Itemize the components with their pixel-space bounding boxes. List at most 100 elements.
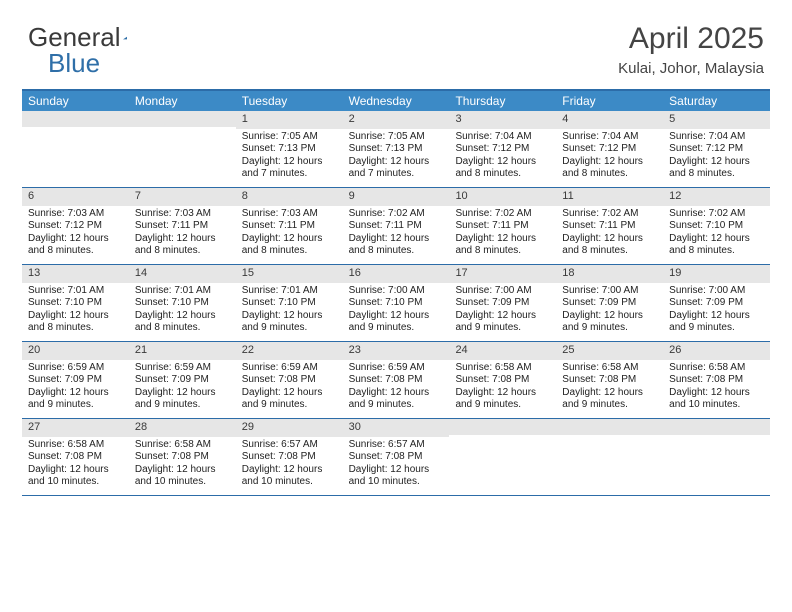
day-number: 6	[22, 188, 129, 206]
day-number: 25	[556, 342, 663, 360]
sunset-line: Sunset: 7:08 PM	[562, 374, 657, 387]
sunrise-line: Sunrise: 6:59 AM	[135, 362, 230, 375]
day-number: 12	[663, 188, 770, 206]
daylight-line: Daylight: 12 hours and 8 minutes.	[28, 233, 123, 258]
sunset-line: Sunset: 7:08 PM	[28, 451, 123, 464]
sunset-line: Sunset: 7:10 PM	[28, 297, 123, 310]
day-body: Sunrise: 6:58 AMSunset: 7:08 PMDaylight:…	[129, 437, 236, 493]
day-number: 14	[129, 265, 236, 283]
day-cell: 1Sunrise: 7:05 AMSunset: 7:13 PMDaylight…	[236, 111, 343, 187]
day-body: Sunrise: 7:01 AMSunset: 7:10 PMDaylight:…	[236, 283, 343, 339]
day-body: Sunrise: 6:58 AMSunset: 7:08 PMDaylight:…	[449, 360, 556, 416]
day-number: 9	[343, 188, 450, 206]
sunrise-line: Sunrise: 6:59 AM	[349, 362, 444, 375]
daylight-line: Daylight: 12 hours and 8 minutes.	[562, 156, 657, 181]
daylight-line: Daylight: 12 hours and 8 minutes.	[455, 233, 550, 258]
daylight-line: Daylight: 12 hours and 10 minutes.	[242, 464, 337, 489]
dow-cell: Thursday	[449, 91, 556, 111]
dow-cell: Sunday	[22, 91, 129, 111]
day-number	[556, 419, 663, 435]
sunset-line: Sunset: 7:09 PM	[562, 297, 657, 310]
daylight-line: Daylight: 12 hours and 8 minutes.	[28, 310, 123, 335]
sunset-line: Sunset: 7:09 PM	[135, 374, 230, 387]
day-body: Sunrise: 6:59 AMSunset: 7:09 PMDaylight:…	[129, 360, 236, 416]
day-cell: 26Sunrise: 6:58 AMSunset: 7:08 PMDayligh…	[663, 342, 770, 418]
day-number: 20	[22, 342, 129, 360]
logo-triangle-icon	[123, 28, 128, 48]
day-cell: 29Sunrise: 6:57 AMSunset: 7:08 PMDayligh…	[236, 419, 343, 495]
day-body: Sunrise: 7:04 AMSunset: 7:12 PMDaylight:…	[663, 129, 770, 185]
day-cell: 3Sunrise: 7:04 AMSunset: 7:12 PMDaylight…	[449, 111, 556, 187]
sunrise-line: Sunrise: 6:58 AM	[669, 362, 764, 375]
daylight-line: Daylight: 12 hours and 9 minutes.	[562, 387, 657, 412]
day-number: 4	[556, 111, 663, 129]
day-body: Sunrise: 6:58 AMSunset: 7:08 PMDaylight:…	[22, 437, 129, 493]
daylight-line: Daylight: 12 hours and 7 minutes.	[349, 156, 444, 181]
day-cell: 15Sunrise: 7:01 AMSunset: 7:10 PMDayligh…	[236, 265, 343, 341]
day-cell: 13Sunrise: 7:01 AMSunset: 7:10 PMDayligh…	[22, 265, 129, 341]
daylight-line: Daylight: 12 hours and 9 minutes.	[349, 310, 444, 335]
location-text: Kulai, Johor, Malaysia	[618, 60, 764, 77]
day-cell: 28Sunrise: 6:58 AMSunset: 7:08 PMDayligh…	[129, 419, 236, 495]
day-body: Sunrise: 7:05 AMSunset: 7:13 PMDaylight:…	[343, 129, 450, 185]
day-number	[663, 419, 770, 435]
day-number: 29	[236, 419, 343, 437]
day-number: 7	[129, 188, 236, 206]
dow-cell: Wednesday	[343, 91, 450, 111]
daylight-line: Daylight: 12 hours and 9 minutes.	[562, 310, 657, 335]
day-body: Sunrise: 7:01 AMSunset: 7:10 PMDaylight:…	[22, 283, 129, 339]
sunset-line: Sunset: 7:09 PM	[455, 297, 550, 310]
day-body: Sunrise: 6:59 AMSunset: 7:08 PMDaylight:…	[236, 360, 343, 416]
sunrise-line: Sunrise: 7:04 AM	[455, 131, 550, 144]
day-cell: 4Sunrise: 7:04 AMSunset: 7:12 PMDaylight…	[556, 111, 663, 187]
sunrise-line: Sunrise: 7:03 AM	[135, 208, 230, 221]
day-number	[22, 111, 129, 127]
day-cell: 24Sunrise: 6:58 AMSunset: 7:08 PMDayligh…	[449, 342, 556, 418]
day-number	[129, 111, 236, 127]
daylight-line: Daylight: 12 hours and 9 minutes.	[135, 387, 230, 412]
sunset-line: Sunset: 7:08 PM	[455, 374, 550, 387]
sunrise-line: Sunrise: 7:04 AM	[562, 131, 657, 144]
sunset-line: Sunset: 7:13 PM	[242, 143, 337, 156]
daylight-line: Daylight: 12 hours and 9 minutes.	[455, 387, 550, 412]
dow-cell: Friday	[556, 91, 663, 111]
sunset-line: Sunset: 7:10 PM	[135, 297, 230, 310]
sunrise-line: Sunrise: 7:05 AM	[349, 131, 444, 144]
header: General April 2025 Kulai, Johor, Malaysi…	[0, 0, 792, 85]
sunset-line: Sunset: 7:08 PM	[349, 374, 444, 387]
daylight-line: Daylight: 12 hours and 8 minutes.	[455, 156, 550, 181]
day-cell: 23Sunrise: 6:59 AMSunset: 7:08 PMDayligh…	[343, 342, 450, 418]
day-number: 3	[449, 111, 556, 129]
sunset-line: Sunset: 7:10 PM	[242, 297, 337, 310]
day-number: 8	[236, 188, 343, 206]
day-cell: 16Sunrise: 7:00 AMSunset: 7:10 PMDayligh…	[343, 265, 450, 341]
sunset-line: Sunset: 7:08 PM	[349, 451, 444, 464]
day-number: 1	[236, 111, 343, 129]
sunrise-line: Sunrise: 7:02 AM	[669, 208, 764, 221]
daylight-line: Daylight: 12 hours and 9 minutes.	[28, 387, 123, 412]
day-body: Sunrise: 7:04 AMSunset: 7:12 PMDaylight:…	[449, 129, 556, 185]
sunset-line: Sunset: 7:11 PM	[242, 220, 337, 233]
day-body: Sunrise: 7:03 AMSunset: 7:11 PMDaylight:…	[129, 206, 236, 262]
day-body: Sunrise: 6:57 AMSunset: 7:08 PMDaylight:…	[343, 437, 450, 493]
sunset-line: Sunset: 7:12 PM	[669, 143, 764, 156]
day-number: 2	[343, 111, 450, 129]
sunrise-line: Sunrise: 6:59 AM	[242, 362, 337, 375]
day-number	[449, 419, 556, 435]
calendar: SundayMondayTuesdayWednesdayThursdayFrid…	[22, 89, 770, 496]
sunset-line: Sunset: 7:08 PM	[135, 451, 230, 464]
daylight-line: Daylight: 12 hours and 9 minutes.	[242, 310, 337, 335]
day-body: Sunrise: 6:58 AMSunset: 7:08 PMDaylight:…	[556, 360, 663, 416]
sunrise-line: Sunrise: 6:58 AM	[455, 362, 550, 375]
sunrise-line: Sunrise: 7:03 AM	[242, 208, 337, 221]
sunrise-line: Sunrise: 7:00 AM	[669, 285, 764, 298]
day-cell	[663, 419, 770, 495]
day-cell: 12Sunrise: 7:02 AMSunset: 7:10 PMDayligh…	[663, 188, 770, 264]
week-row: 27Sunrise: 6:58 AMSunset: 7:08 PMDayligh…	[22, 419, 770, 496]
daylight-line: Daylight: 12 hours and 9 minutes.	[242, 387, 337, 412]
day-cell	[449, 419, 556, 495]
day-body: Sunrise: 6:59 AMSunset: 7:08 PMDaylight:…	[343, 360, 450, 416]
day-body: Sunrise: 7:02 AMSunset: 7:11 PMDaylight:…	[343, 206, 450, 262]
day-number: 15	[236, 265, 343, 283]
week-row: 1Sunrise: 7:05 AMSunset: 7:13 PMDaylight…	[22, 111, 770, 188]
